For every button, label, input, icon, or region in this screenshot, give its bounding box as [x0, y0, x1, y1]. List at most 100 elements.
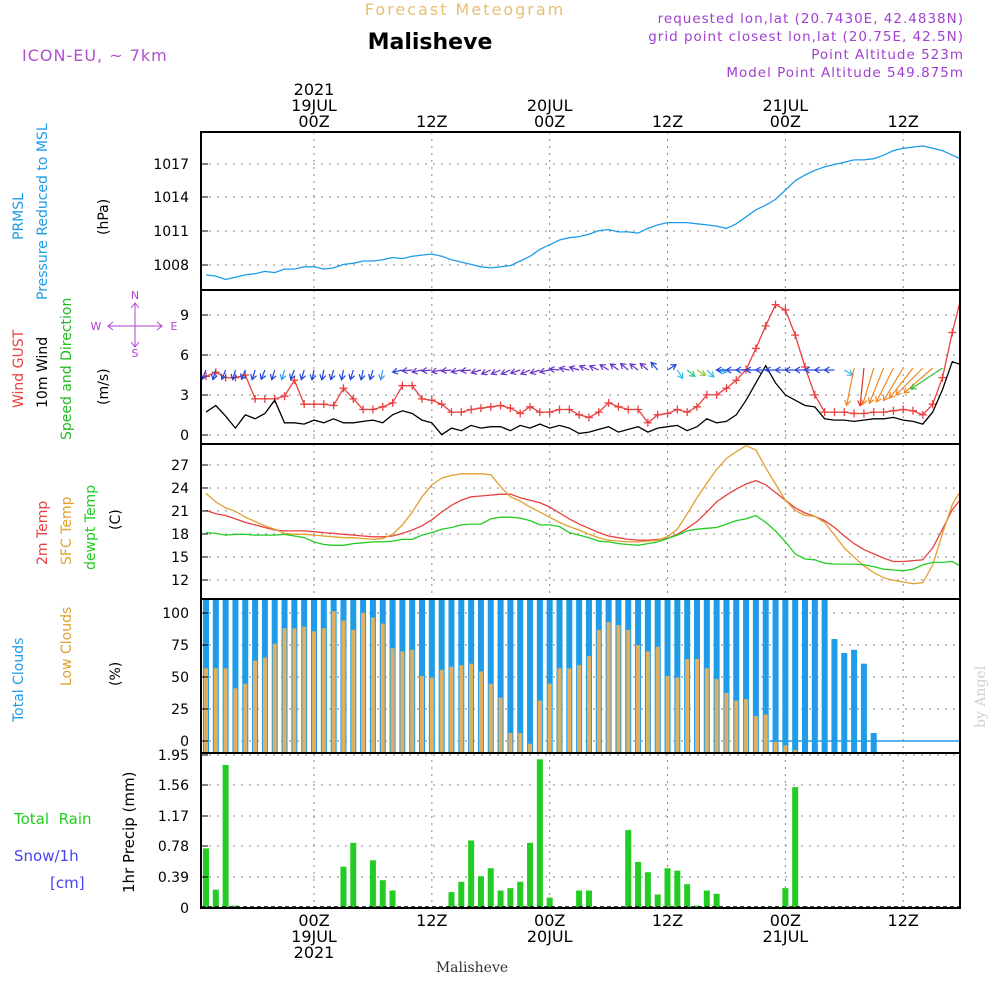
- wind-label-10m: 10m Wind: [35, 337, 51, 408]
- low-cloud-bar: [763, 714, 768, 753]
- model-label: ICON-EU, ~ 7km: [22, 46, 168, 65]
- wind-direction-arrow: [846, 367, 855, 406]
- gust-marker: [300, 400, 309, 409]
- gust-marker: [427, 396, 436, 405]
- wind-direction-arrow: [868, 367, 885, 404]
- precip-ytick-label: 1.95: [158, 748, 189, 764]
- gust-marker: [840, 408, 849, 417]
- precip-unit: 1hr Precip (mm): [120, 772, 138, 893]
- wind-direction-arrow: [610, 363, 619, 371]
- precip-frame: [200, 752, 961, 909]
- rain-bar: [379, 880, 386, 908]
- compass-e-arrow: [156, 321, 163, 331]
- top-time-label: 12Z: [652, 112, 683, 131]
- wind-direction-arrow: [686, 369, 696, 377]
- wind-direction-arrowhead: [867, 397, 875, 405]
- gust-marker: [594, 408, 603, 417]
- low-cloud-bar: [714, 679, 719, 753]
- wind-direction-arrow: [620, 363, 629, 371]
- wind-direction-arrowhead: [639, 362, 647, 370]
- total-cloud-bar: [811, 599, 818, 753]
- low-cloud-bar: [439, 669, 444, 753]
- gust-marker: [457, 408, 466, 417]
- gust-marker: [575, 410, 584, 419]
- low-cloud-bar: [753, 716, 758, 753]
- wind-direction-arrow: [441, 369, 452, 372]
- wind-direction-arrow: [451, 369, 462, 373]
- pressure-ytick-label: 1017: [153, 157, 189, 173]
- low-cloud-bar: [734, 700, 739, 753]
- wind-ytick-label: 9: [180, 308, 189, 324]
- temp-line-dewpt-temp: [205, 514, 961, 598]
- temp-label-dewpt: dewpt Temp: [83, 485, 99, 570]
- wind-label-dir: Speed and Direction: [59, 298, 75, 440]
- gust-marker: [584, 413, 593, 422]
- wind-direction-arrow: [530, 369, 541, 374]
- gust-marker: [889, 406, 898, 415]
- rain-bar: [527, 842, 534, 908]
- wind-direction-arrow: [461, 369, 472, 372]
- pressure-ytick-label: 1011: [153, 224, 189, 240]
- wind-direction-arrow: [271, 369, 276, 380]
- temp-label-2m: 2m Temp: [35, 501, 51, 565]
- watermark: by Angel: [973, 665, 989, 728]
- gust-marker: [859, 409, 868, 418]
- gust-marker: [349, 394, 358, 403]
- wind-direction-arrow: [696, 369, 706, 376]
- compass-s-arrow: [130, 341, 140, 348]
- info-gridpoint: grid point closest lon,lat (20.75E, 42.5…: [648, 29, 964, 45]
- gust-marker: [319, 400, 328, 409]
- wind-direction-arrowhead: [538, 367, 546, 375]
- wind-direction-arrow: [589, 365, 600, 371]
- gust-marker: [771, 300, 780, 309]
- bottom-time-label: 20JUL: [527, 927, 573, 946]
- low-cloud-bar: [577, 665, 582, 753]
- wind-direction-arrowhead: [529, 368, 537, 376]
- wind-unit: (m/s): [96, 368, 112, 405]
- wind-direction-arrowhead: [411, 367, 418, 375]
- pressure-ytick-label: 1008: [153, 258, 189, 274]
- pressure-label-2: Pressure Reduced to MSL: [35, 123, 51, 300]
- wind-direction-arrow: [676, 369, 684, 379]
- gust-marker: [673, 405, 682, 414]
- precip-label-snow: Snow/1h: [14, 847, 79, 865]
- gust-marker: [869, 408, 878, 417]
- temp-ytick-label: 18: [171, 527, 189, 543]
- wind-direction-arrowhead: [210, 373, 218, 381]
- wind-direction-arrow: [579, 365, 590, 371]
- gust-marker: [526, 402, 535, 411]
- clouds-ytick-label: 50: [171, 670, 189, 686]
- temp-ytick-label: 15: [171, 550, 189, 566]
- wind-direction-arrow: [402, 369, 413, 372]
- low-cloud-bar: [606, 622, 611, 753]
- pressure-ytick-label: 1014: [153, 190, 189, 206]
- wind-ytick-label: 6: [180, 348, 189, 364]
- total-cloud-bar: [870, 732, 877, 753]
- gust-marker: [280, 392, 289, 401]
- gust-marker: [732, 376, 741, 385]
- wind-direction-arrowhead: [860, 398, 868, 406]
- gust-marker: [781, 305, 790, 314]
- wind-direction-arrow: [392, 369, 403, 373]
- total-cloud-bar: [831, 639, 838, 753]
- wind-direction-arrowhead: [378, 374, 386, 381]
- low-cloud-bar: [223, 668, 228, 753]
- total-cloud-bar: [507, 599, 514, 753]
- wind-direction-arrow: [300, 369, 305, 380]
- precip-ytick-label: 1.56: [158, 778, 189, 794]
- gust-marker: [643, 418, 652, 427]
- wind-direction-arrow: [889, 367, 914, 399]
- gust-marker: [447, 408, 456, 417]
- total-cloud-bar: [713, 599, 720, 753]
- gust-marker: [909, 406, 918, 415]
- temp-line-sfc-temp: [205, 444, 961, 585]
- wind-direction-arrowhead: [619, 362, 627, 370]
- supertitle: Forecast Meteogram: [365, 0, 565, 19]
- low-cloud-bar: [508, 732, 513, 753]
- wind-direction-arrowhead: [279, 373, 287, 381]
- wind-ytick-label: 0: [180, 428, 189, 444]
- gust-marker: [791, 331, 800, 340]
- gust-marker: [496, 401, 505, 410]
- low-cloud-bar: [420, 676, 425, 753]
